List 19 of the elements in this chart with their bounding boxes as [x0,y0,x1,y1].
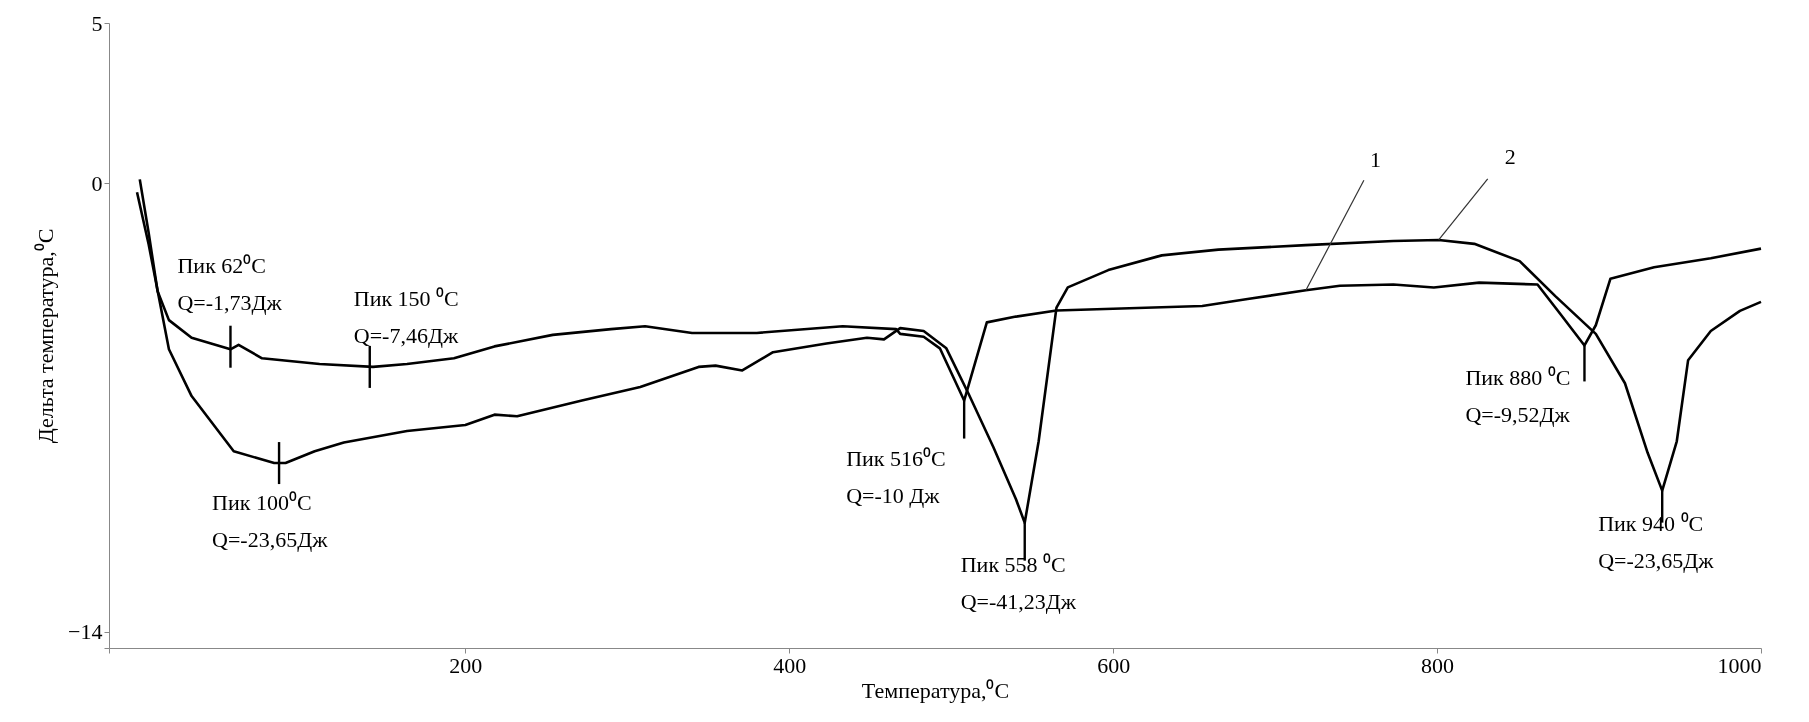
x-tick-label: 800 [1421,652,1455,678]
y-axis-title: Дельта температура,⁰C [33,228,59,444]
x-tick-label: 400 [773,652,807,678]
annotation: Пик 558 ⁰C Q=-41,23Дж [960,551,1077,614]
x-tick-label: 600 [1097,652,1131,678]
annotation: Пик 150 ⁰C Q=-7,46Дж [353,285,459,348]
annotation: Пик 100⁰C Q=-23,65Дж [212,490,329,553]
x-tick-label: 1000 [1717,652,1762,678]
y-tick-label: 0 [91,170,103,196]
x-axis-title: Температура,⁰C [861,677,1010,703]
annotation: Пик 516⁰C Q=-10 Дж [846,445,946,508]
annotation: 2 [1504,143,1516,169]
x-tick-label: 200 [449,652,483,678]
annotation: 1 [1369,147,1381,173]
annotation: Пик 880 ⁰C Q=-9,52Дж [1465,365,1571,428]
annotation: Пик 940 ⁰C Q=-23,65Дж [1598,510,1715,573]
y-tick-label: −14 [68,619,103,645]
y-tick-label: 5 [91,10,103,36]
annotation: Пик 62⁰C Q=-1,73Дж [177,252,283,315]
